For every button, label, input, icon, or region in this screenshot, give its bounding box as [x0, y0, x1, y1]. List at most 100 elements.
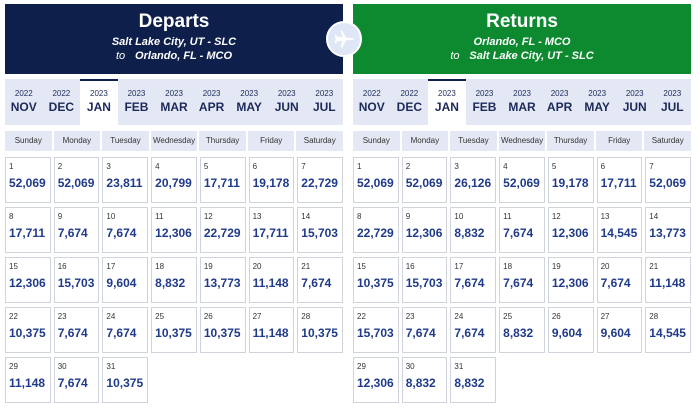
day-number: 11 — [155, 212, 164, 221]
tab-month-nov[interactable]: 2022 NOV — [353, 79, 391, 125]
day-cell[interactable]: 11 12,306 — [151, 207, 197, 253]
day-number: 15 — [357, 262, 366, 271]
day-cell[interactable]: 20 11,148 — [248, 257, 295, 303]
day-cell[interactable]: 4 52,069 — [499, 157, 545, 203]
day-cell[interactable]: 8 17,711 — [5, 207, 51, 253]
day-number: 23 — [405, 312, 415, 321]
day-cell[interactable]: 11 7,674 — [499, 207, 545, 253]
departs-header: Departs Salt Lake City, UT - SLC to Orla… — [5, 4, 343, 74]
day-cell[interactable]: 27 11,148 — [248, 307, 295, 353]
day-number: 30 — [57, 362, 67, 371]
day-cell[interactable]: 17 9,604 — [102, 257, 149, 303]
day-cell[interactable]: 18 7,674 — [499, 257, 545, 303]
day-price: 7,674 — [454, 276, 485, 290]
day-cell[interactable]: 7 22,729 — [297, 157, 343, 203]
day-cell[interactable]: 6 19,178 — [248, 157, 295, 203]
day-cell[interactable]: 14 15,703 — [297, 207, 343, 253]
tab-month-dec[interactable]: 2022 DEC — [43, 79, 81, 125]
day-cell[interactable]: 3 26,126 — [450, 157, 497, 203]
day-cell[interactable]: 23 7,674 — [401, 307, 448, 353]
day-cell[interactable]: 24 7,674 — [102, 307, 149, 353]
day-number: 25 — [155, 312, 165, 321]
day-cell[interactable]: 20 7,674 — [596, 257, 643, 303]
day-cell[interactable]: 30 7,674 — [53, 357, 100, 403]
day-cell[interactable]: 8 22,729 — [353, 207, 399, 253]
day-cell[interactable]: 12 12,306 — [547, 207, 594, 253]
day-cell[interactable]: 9 12,306 — [401, 207, 448, 253]
day-number: 9 — [405, 212, 411, 221]
tab-month-may[interactable]: 2023 MAY — [230, 79, 268, 125]
day-cell[interactable]: 26 10,375 — [199, 307, 246, 353]
day-price: 10,375 — [106, 376, 144, 390]
tab-month-jan[interactable]: 2023 JAN — [80, 79, 118, 125]
day-cell[interactable]: 3 23,811 — [102, 157, 149, 203]
tab-month-jun[interactable]: 2023 JUN — [616, 79, 654, 125]
day-price: 9,604 — [600, 326, 631, 340]
tab-month-feb[interactable]: 2023 FEB — [118, 79, 156, 125]
day-cell[interactable]: 27 9,604 — [596, 307, 643, 353]
day-cell[interactable]: 13 17,711 — [248, 207, 295, 253]
day-cell[interactable]: 19 12,306 — [547, 257, 594, 303]
day-price: 22,729 — [203, 226, 241, 240]
day-cell[interactable]: 17 7,674 — [450, 257, 497, 303]
day-cell[interactable]: 9 7,674 — [53, 207, 100, 253]
tab-month-jul[interactable]: 2023 JUL — [654, 79, 692, 125]
day-cell[interactable]: 22 10,375 — [5, 307, 51, 353]
returns-destination: Salt Lake City, UT - SLC — [469, 50, 594, 62]
day-cell[interactable]: 14 13,773 — [645, 207, 691, 253]
day-cell[interactable]: 10 8,832 — [450, 207, 497, 253]
day-price: 7,674 — [106, 226, 137, 240]
day-cell[interactable]: 25 8,832 — [499, 307, 545, 353]
day-cell[interactable]: 1 52,069 — [5, 157, 51, 203]
day-cell[interactable]: 29 11,148 — [5, 357, 51, 403]
day-cell[interactable]: 25 10,375 — [151, 307, 197, 353]
day-number: 6 — [252, 162, 258, 171]
day-number: 9 — [57, 212, 63, 221]
day-number: 31 — [106, 362, 116, 371]
day-cell[interactable]: 10 7,674 — [102, 207, 149, 253]
tab-month-may[interactable]: 2023 MAY — [578, 79, 616, 125]
month-label: MAR — [508, 100, 536, 114]
day-cell[interactable]: 28 10,375 — [297, 307, 343, 353]
day-cell[interactable]: 6 17,711 — [596, 157, 643, 203]
day-cell[interactable]: 2 52,069 — [53, 157, 100, 203]
day-cell[interactable]: 31 10,375 — [102, 357, 149, 403]
tab-month-jul[interactable]: 2023 JUL — [306, 79, 344, 125]
day-cell[interactable]: 16 15,703 — [401, 257, 448, 303]
day-cell[interactable]: 21 7,674 — [297, 257, 343, 303]
day-cell[interactable]: 16 15,703 — [53, 257, 100, 303]
day-cell[interactable]: 31 8,832 — [450, 357, 497, 403]
tab-month-mar[interactable]: 2023 MAR — [155, 79, 193, 125]
day-cell[interactable]: 22 15,703 — [353, 307, 399, 353]
tab-month-apr[interactable]: 2023 APR — [541, 79, 579, 125]
tab-month-nov[interactable]: 2022 NOV — [5, 79, 43, 125]
day-cell[interactable]: 15 10,375 — [353, 257, 399, 303]
day-cell[interactable]: 15 12,306 — [5, 257, 51, 303]
tab-month-apr[interactable]: 2023 APR — [193, 79, 231, 125]
day-cell[interactable]: 28 14,545 — [645, 307, 691, 353]
day-number: 27 — [252, 312, 262, 321]
day-cell[interactable]: 2 52,069 — [401, 157, 448, 203]
airplane-icon[interactable] — [326, 21, 362, 57]
day-cell[interactable]: 5 17,711 — [199, 157, 246, 203]
day-cell[interactable]: 23 7,674 — [53, 307, 100, 353]
day-cell[interactable]: 1 52,069 — [353, 157, 399, 203]
day-cell[interactable]: 26 9,604 — [547, 307, 594, 353]
day-price: 15,703 — [301, 226, 338, 240]
tab-month-jan[interactable]: 2023 JAN — [428, 79, 466, 125]
day-cell[interactable]: 18 8,832 — [151, 257, 197, 303]
day-cell[interactable]: 29 12,306 — [353, 357, 399, 403]
tab-month-feb[interactable]: 2023 FEB — [466, 79, 504, 125]
day-cell[interactable]: 4 20,799 — [151, 157, 197, 203]
day-cell[interactable]: 12 22,729 — [199, 207, 246, 253]
tab-month-jun[interactable]: 2023 JUN — [268, 79, 306, 125]
day-cell[interactable]: 24 7,674 — [450, 307, 497, 353]
day-cell[interactable]: 13 14,545 — [596, 207, 643, 253]
day-cell[interactable]: 30 8,832 — [401, 357, 448, 403]
day-cell[interactable]: 19 13,773 — [199, 257, 246, 303]
tab-month-mar[interactable]: 2023 MAR — [503, 79, 541, 125]
day-cell[interactable]: 21 11,148 — [645, 257, 691, 303]
day-cell[interactable]: 5 19,178 — [547, 157, 594, 203]
tab-month-dec[interactable]: 2022 DEC — [391, 79, 429, 125]
day-cell[interactable]: 7 52,069 — [645, 157, 691, 203]
